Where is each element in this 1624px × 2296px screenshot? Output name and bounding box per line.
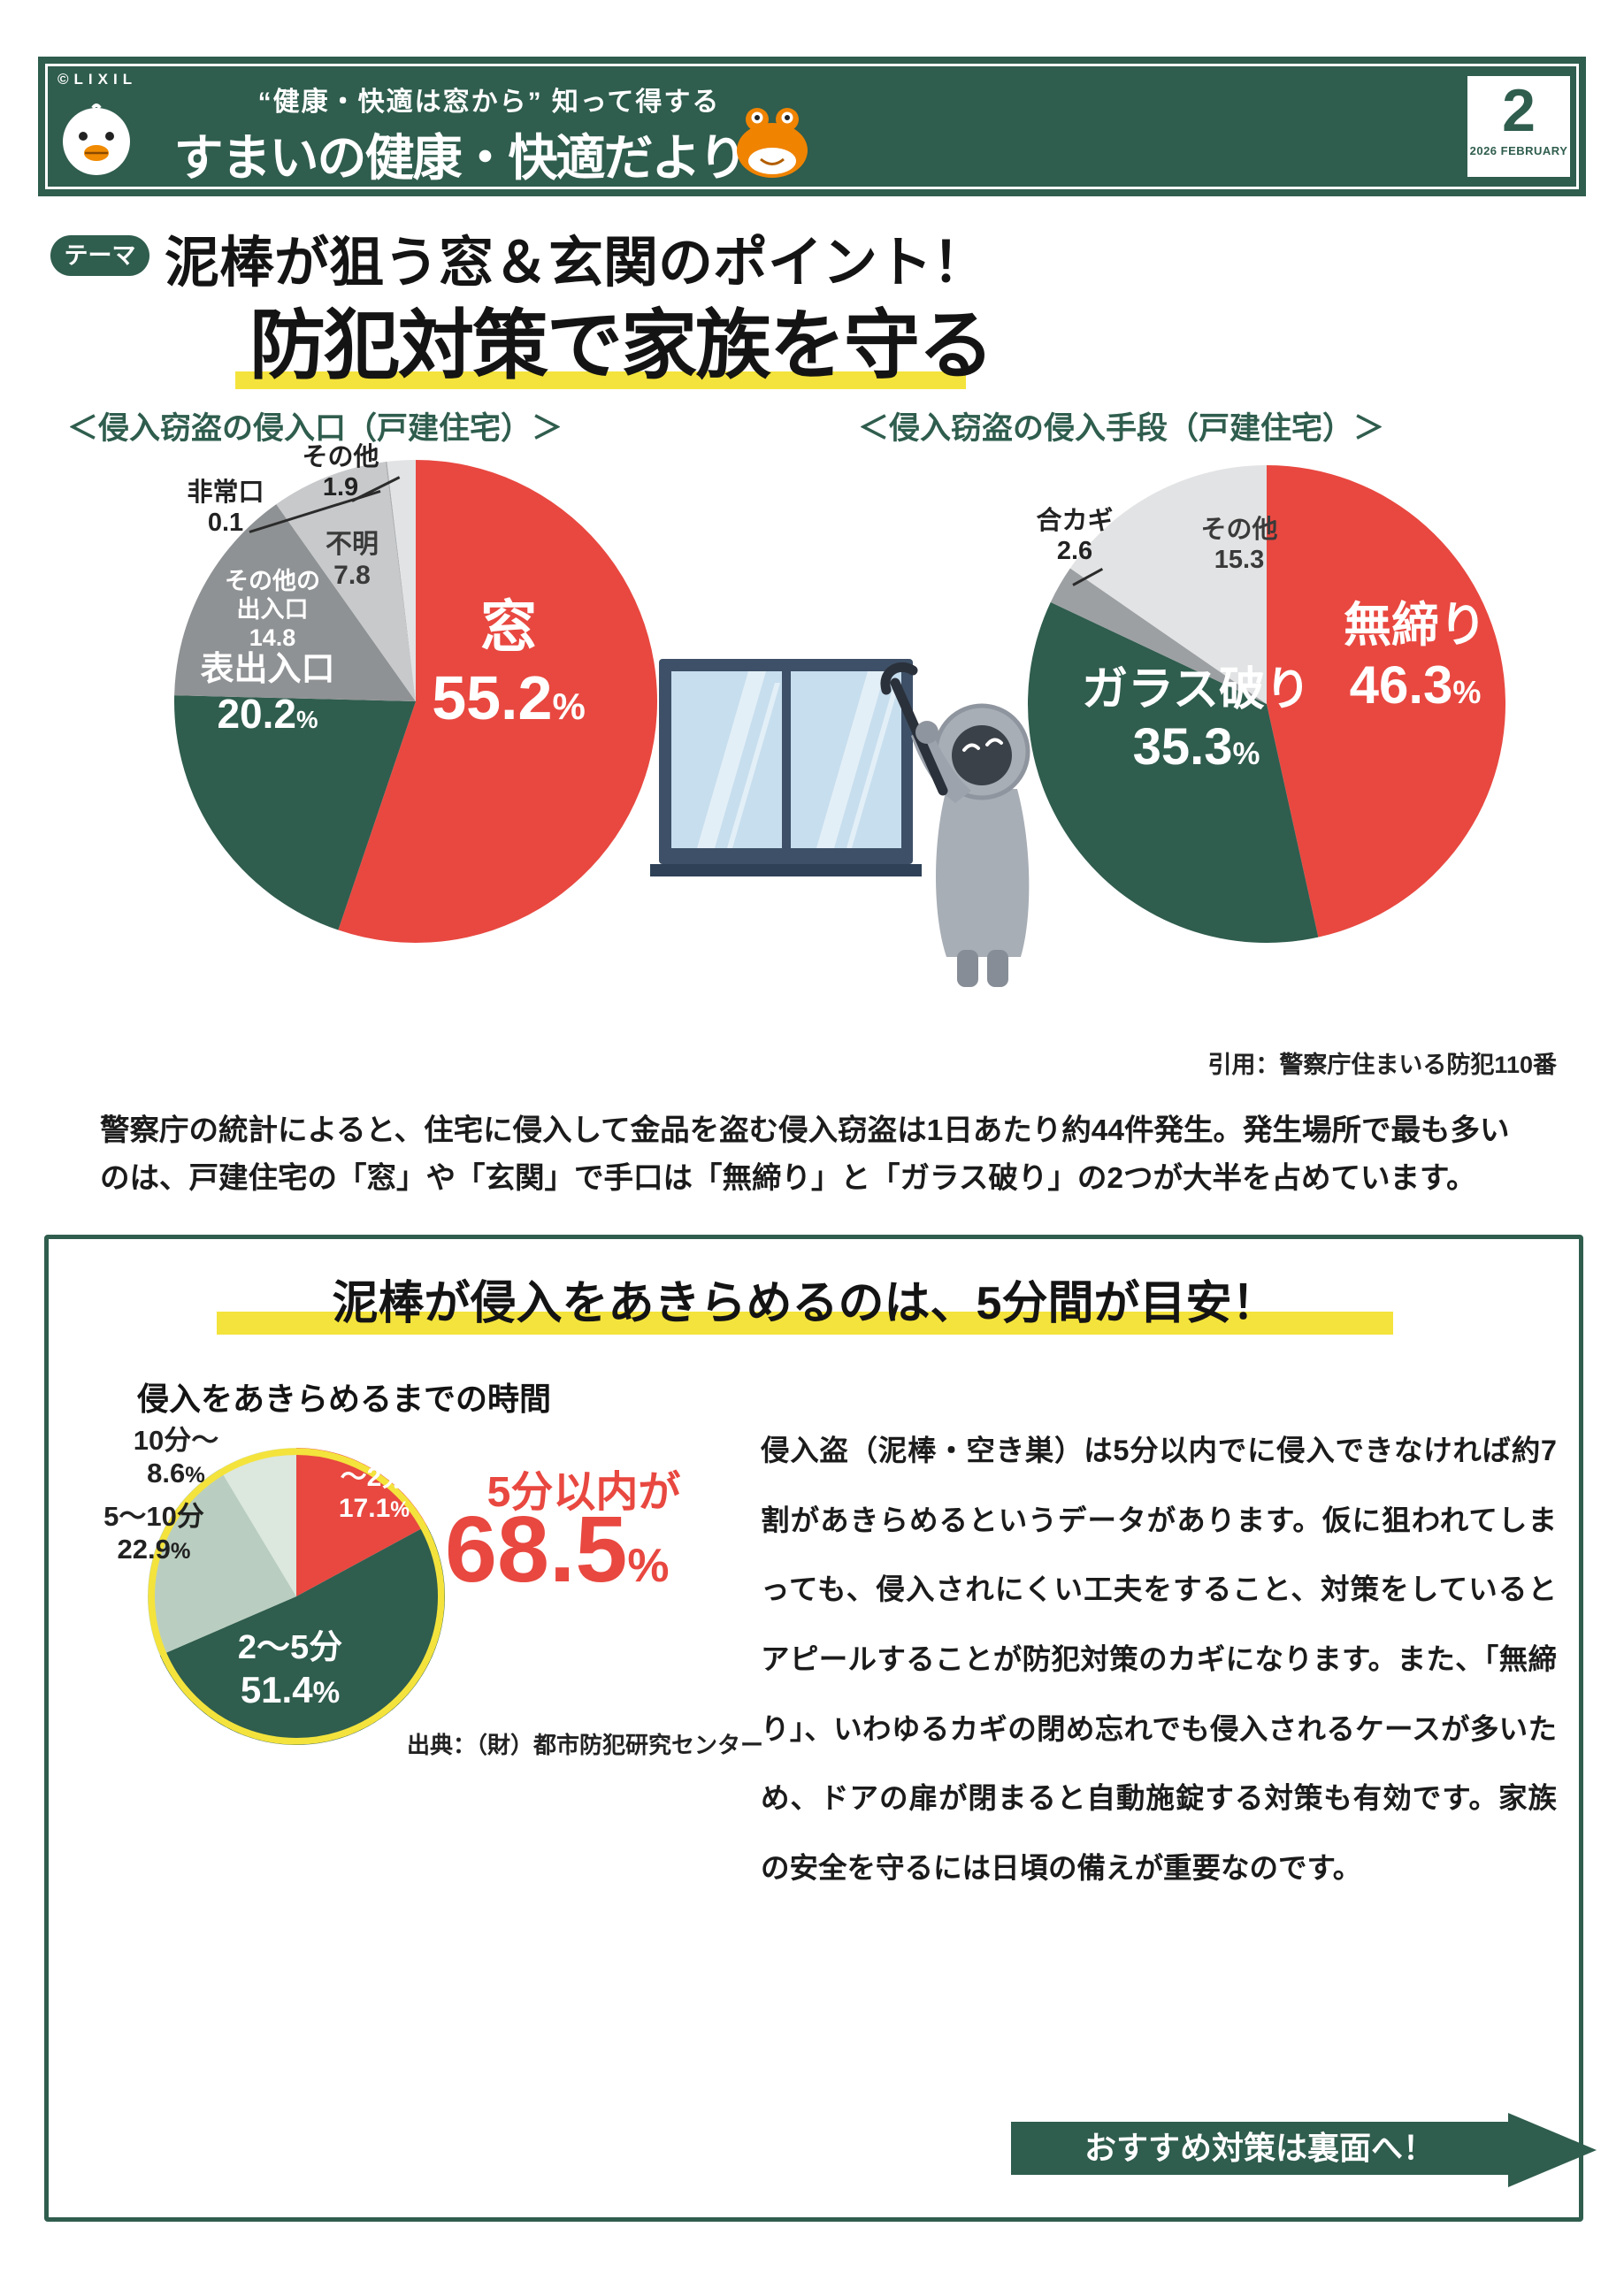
pie-label-over-10min: 10分～ 8.6% <box>133 1425 219 1489</box>
title-yellow-underline <box>235 371 966 389</box>
pie-label-method-other: その他 15.3 <box>1200 516 1278 575</box>
pie-label-2-5min: 2～5分 51.4% <box>237 1629 343 1711</box>
theme-title-line1: 泥棒が狙う窓＆玄関のポイント！ <box>165 233 988 294</box>
chart-title-entry-point: ＜侵入窃盗の侵入口（戸建住宅）＞ <box>67 411 563 446</box>
header-tagline: “健康・快適は窓から” 知って得する <box>257 88 721 117</box>
chart-title-entry-method: ＜侵入窃盗の侵入手段（戸建住宅）＞ <box>858 411 1385 446</box>
copyright-text: ©LIXIL <box>57 71 138 88</box>
pie-label-window: 窓 55.2% <box>432 595 586 732</box>
pie-label-glass-breaking: ガラス破り 35.3% <box>1082 664 1311 777</box>
panel-title: 泥棒が侵入をあきらめるのは、5分間が目安！ <box>332 1278 1278 1329</box>
cta-arrow-icon <box>1508 2113 1597 2187</box>
theme-badge: テーマ <box>50 235 149 276</box>
cta-banner: おすすめ対策は裏面へ！ <box>1011 2122 1508 2175</box>
lead-paragraph: 警察庁の統計によると、住宅に侵入して金品を盗む侵入窃盗は1日あたり約44件発生。… <box>100 1114 1510 1196</box>
pie-label-front-entrance: 表出入口 20.2% <box>200 651 335 737</box>
panel-pie-title: 侵入をあきらめるまでの時間 <box>137 1381 552 1417</box>
header-banner: ©LIXIL “健康・快適は窓から” 知って得する すまいの健康・快適だより 2… <box>38 57 1586 196</box>
newsletter-title: すまいの健康・快適だより <box>173 130 748 186</box>
stat-label: 5分以内が <box>486 1469 681 1516</box>
pie-label-unlocked: 無締り 46.3% <box>1344 599 1487 715</box>
pie-chart-entry-point <box>174 460 657 943</box>
burglar-window-illustration <box>650 659 1030 987</box>
panel-source: 出典：（財）都市防犯研究センター <box>407 1732 764 1758</box>
pie-label-unknown: 不明 7.8 <box>326 530 379 591</box>
pie-label-emergency-exit: 非常口 0.1 <box>187 478 264 538</box>
theme-title-line2: 防犯対策で家族を守る <box>249 303 994 388</box>
panel-title-wrap: 泥棒が侵入をあきらめるのは、5分間が目安！ <box>217 1266 1393 1335</box>
pie-label-5-10min: 5～10分 22.9% <box>103 1501 204 1565</box>
panel-body-paragraph: 侵入盗（泥棒・空き巣）は5分以内でに侵入できなければ約7割があきらめるというデー… <box>761 1435 1557 1884</box>
pie-label-under-2min: ～2分 17.1% <box>338 1463 410 1524</box>
citation-text: 引用：警察庁住まいる防犯110番 <box>1207 1052 1557 1078</box>
issue-box: 2 2026 FEBRUARY <box>1467 76 1570 177</box>
pie-label-duplicate-key: 合カギ 2.6 <box>1036 507 1114 566</box>
pie-chart-entry-method <box>1028 465 1505 943</box>
pie-label-other-exits: その他の出入口 14.8 <box>225 568 320 651</box>
issue-number: 2 <box>1502 77 1536 144</box>
pie-label-other: その他 1.9 <box>302 443 379 502</box>
security-panel: 泥棒が侵入をあきらめるのは、5分間が目安！ 侵入をあきらめるまでの時間 10分～… <box>44 1235 1597 2222</box>
bird-mascot-icon <box>63 103 130 175</box>
stat-value: 68.5% <box>445 1497 670 1602</box>
panel-title-highlight <box>217 1312 1393 1335</box>
issue-date: 2026 FEBRUARY <box>1469 143 1568 157</box>
pie-chart-give-up-time <box>148 1448 445 1745</box>
frog-mascot-icon <box>737 108 808 178</box>
